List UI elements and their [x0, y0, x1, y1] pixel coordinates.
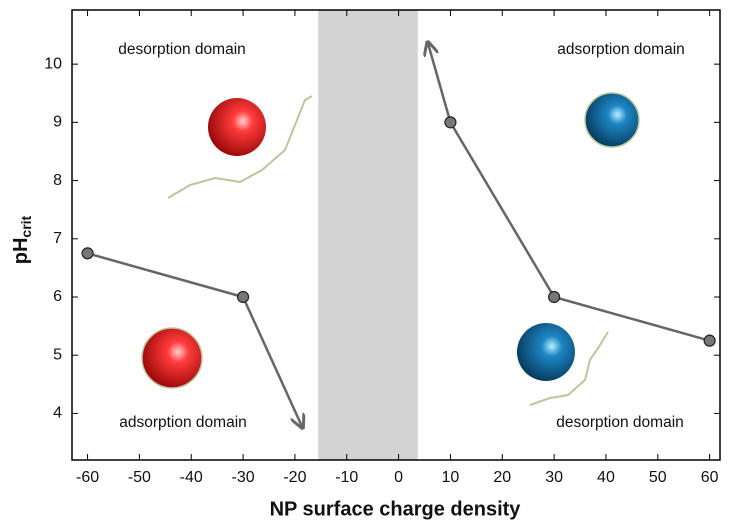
data-point: [236, 290, 250, 304]
x-tick-label: -40: [180, 469, 203, 486]
data-point: [444, 116, 457, 129]
annotation: adsorption domain: [557, 41, 685, 58]
data-point: [81, 247, 94, 260]
x-tick-label: 10: [442, 469, 460, 486]
annotation: desorption domain: [118, 41, 246, 58]
x-tick-label: 50: [649, 469, 667, 486]
y-axis-label: pHcrit: [10, 215, 33, 264]
x-tick-label: -30: [232, 469, 255, 486]
arrow: [428, 42, 452, 123]
plot-frame: [71, 9, 721, 461]
y-label-subscript: crit: [18, 215, 34, 237]
x-tick-label: 60: [701, 469, 719, 486]
y-tick-label: 5: [53, 346, 62, 363]
nanoparticle: [584, 92, 640, 148]
x-tick-label: -60: [76, 469, 99, 486]
x-tick-label: -20: [283, 469, 306, 486]
y-label-main: pH: [10, 238, 32, 265]
shaded-region: [318, 10, 418, 460]
x-axis-label: NP surface charge density: [270, 498, 522, 520]
data-point: [548, 290, 561, 304]
polymer-chain: [529, 331, 609, 406]
y-tick-label: 9: [53, 114, 62, 131]
polymer-chain: [167, 95, 313, 199]
x-tick-label: -50: [128, 469, 151, 486]
y-tick-label: 6: [53, 288, 62, 305]
annotation: desorption domain: [556, 414, 684, 431]
illustrations: [141, 92, 640, 406]
x-tick-label: 20: [493, 469, 511, 486]
nanoparticle: [141, 327, 203, 389]
plot-background: [318, 10, 418, 460]
series-line: [87, 252, 244, 299]
series-line: [449, 121, 710, 342]
y-tick-label: 4: [53, 405, 62, 422]
nanoparticle: [517, 323, 575, 381]
y-tick-label: 10: [44, 55, 62, 72]
y-tick-label: 7: [53, 230, 62, 247]
data-point: [703, 334, 716, 347]
x-tick-label: 0: [394, 469, 403, 486]
annotation: adsorption domain: [119, 414, 247, 431]
nanoparticle: [208, 98, 266, 156]
x-tick-label: 30: [545, 469, 563, 486]
x-tick-label: 40: [597, 469, 615, 486]
y-tick-label: 8: [53, 172, 62, 189]
x-tick-label: -10: [335, 469, 358, 486]
arrow: [241, 296, 303, 428]
